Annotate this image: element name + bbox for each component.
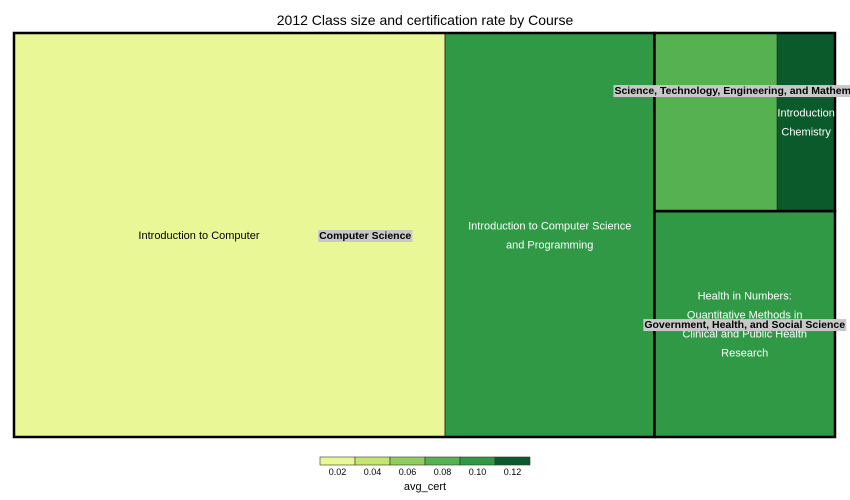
legend-swatch	[424, 456, 461, 466]
color-legend: 0.02 0.04 0.06 0.08 0.10 0.12 avg_cert	[319, 456, 531, 493]
course-label: Introduction to Computer Science and Prog…	[468, 221, 631, 252]
course-label: Introduction to Computer	[138, 230, 259, 242]
group-label: Science, Technology, Engineering, and Ma…	[614, 85, 850, 97]
legend-swatch	[494, 456, 531, 466]
treemap-tiles	[13, 32, 836, 438]
legend-swatch	[389, 456, 426, 466]
legend-tick-label: 0.06	[399, 467, 417, 477]
treemap-tile	[653, 32, 778, 212]
legend-tick-label: 0.02	[329, 467, 347, 477]
treemap-tile	[776, 32, 836, 212]
legend-title: avg_cert	[404, 481, 446, 493]
treemap-tile	[444, 32, 655, 438]
group-label-background	[643, 319, 847, 332]
chart-title: 2012 Class size and certification rate b…	[277, 12, 574, 28]
legend-swatch	[459, 456, 496, 466]
group-label: Government, Health, and Social Science	[644, 319, 845, 331]
legend-tick-label: 0.08	[434, 467, 452, 477]
legend-tick-label: 0.10	[469, 467, 487, 477]
group-label-background	[318, 230, 413, 242]
course-label: Health in Numbers: Quantitative Methods i…	[682, 291, 807, 360]
legend-swatch	[354, 456, 391, 466]
legend-tick-label: 0.12	[504, 467, 522, 477]
group-label: Computer Science	[319, 230, 411, 242]
legend-swatch	[319, 456, 356, 466]
course-label: Introduction Chemistry	[777, 108, 834, 139]
treemap-labels: Introduction to Computer Introduction to …	[138, 85, 850, 360]
group-label-background	[613, 85, 850, 98]
legend-tick-label: 0.04	[364, 467, 382, 477]
